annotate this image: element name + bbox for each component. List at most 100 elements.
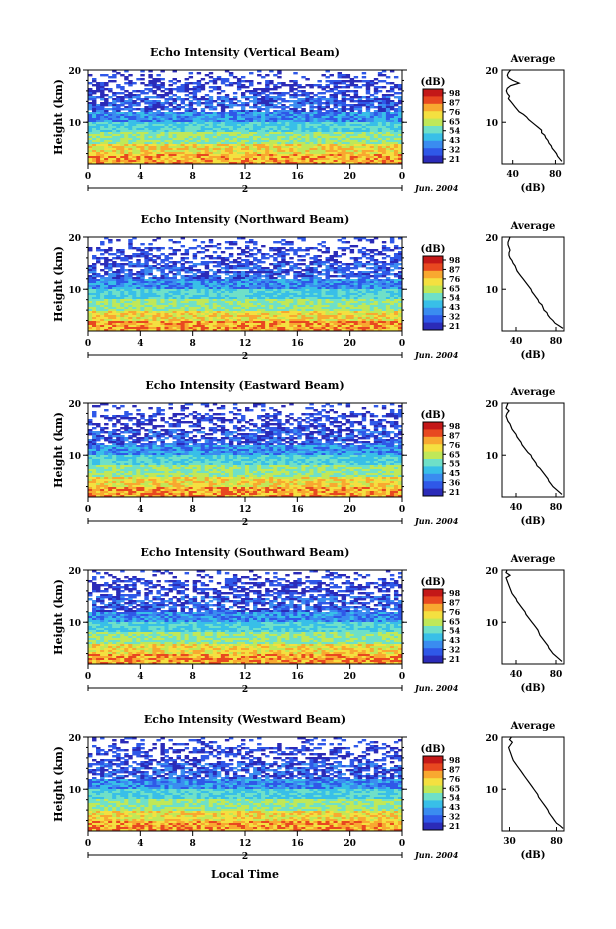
colorbar-tick-label: 87 [449,597,460,607]
profile-title: Average [510,221,556,232]
x-tick-label: 20 [343,172,356,182]
colorbar-tick-label: 76 [449,440,461,450]
colorbar-label: (dB) [421,577,446,588]
heatmap-cells [88,403,403,498]
profile-x-label: (dB) [521,350,546,361]
colorbar-tick-label: 21 [449,487,460,497]
x-tick-label: 0 [399,339,405,349]
x-tick-label: 16 [291,839,304,849]
profile-frame [501,236,565,332]
x-tick-label: 8 [190,672,196,682]
colorbar-swatch [423,422,443,430]
colorbar-swatch [423,459,443,467]
y-tick-label: 20 [68,567,81,577]
colorbar-swatch [423,155,443,164]
day-marker: 2 [242,185,248,195]
panel-3: Echo Intensity (Eastward Beam)2010Height… [52,379,565,528]
y-tick-label: 10 [68,286,81,296]
x-tick-label: 16 [291,172,304,182]
heatmap-cells [88,70,403,165]
x-tick-label: 20 [343,505,356,515]
colorbar-tick-label: 65 [449,783,460,793]
profile-line [505,569,563,662]
panel-1: Echo Intensity (Vertical Beam)2010Height… [52,46,565,195]
colorbar-tick-label: 54 [449,626,461,636]
colorbar-tick-label: 32 [449,145,460,155]
colorbar-frame [422,588,444,664]
colorbar-swatch [423,618,443,627]
colorbar-tick-label: 21 [449,654,460,664]
profile-frame [501,402,565,498]
colorbar-tick-label: 65 [449,449,460,459]
profile-y-tick-label: 20 [485,400,498,410]
profile-x-label: (dB) [521,683,546,694]
colorbar-swatch [423,488,443,497]
x-tick-label: 12 [239,505,252,515]
colorbar-tick-label: 32 [449,812,460,822]
x-tick-label: 16 [291,672,304,682]
colorbar-tick-label: 43 [449,302,461,312]
y-tick-label: 10 [68,786,81,796]
colorbar-swatch [423,96,443,105]
y-tick-label: 10 [68,119,81,129]
colorbar-swatch [423,756,443,764]
colorbar-swatch [423,655,443,664]
colorbar-tick-label: 65 [449,116,460,126]
heatmap-cells [88,737,403,832]
colorbar-frame [422,755,444,831]
day-marker: 2 [242,852,248,862]
profile-x-tick-label: 40 [510,670,523,680]
date-label: Jun. 2004 [413,350,459,360]
colorbar-tick-label: 87 [449,97,460,107]
colorbar-swatch [423,300,443,309]
colorbar-swatch [423,778,443,787]
colorbar-tick-label: 43 [449,135,461,145]
x-tick-label: 8 [190,339,196,349]
profile-x-label: (dB) [521,516,546,527]
panel-title: Echo Intensity (Westward Beam) [144,713,346,726]
colorbar-tick-label: 36 [449,478,461,488]
colorbar-swatch [423,111,443,120]
profile-line [507,236,564,329]
colorbar-swatch [423,103,443,112]
colorbar-frame [422,88,444,164]
panel-title: Echo Intensity (Southward Beam) [141,546,350,559]
colorbar-swatch [423,648,443,657]
colorbar-swatch [423,285,443,294]
x-axis-title: Local Time [211,868,279,881]
profile-y-tick-label: 10 [485,119,498,129]
colorbar-swatch [423,603,443,612]
y-axis-label: Height (km) [52,412,65,488]
colorbar-tick-label: 32 [449,645,460,655]
colorbar-tick-label: 43 [449,635,461,645]
colorbar-swatch [423,611,443,620]
colorbar-tick-label: 65 [449,283,460,293]
heatmap-cells [88,237,403,332]
x-tick-label: 12 [239,339,252,349]
profile-x-tick-label: 80 [550,337,563,347]
profile-line [505,69,563,162]
profile-title: Average [510,387,556,398]
profile-frame [501,736,565,832]
panel-title: Echo Intensity (Eastward Beam) [145,379,344,392]
x-tick-label: 4 [137,172,143,182]
colorbar-tick-label: 21 [449,321,460,331]
colorbar-tick-label: 76 [449,274,461,284]
colorbar-tick-label: 65 [449,616,460,626]
y-axis-label: Height (km) [52,579,65,655]
colorbar-swatch [423,293,443,301]
panel-2: Echo Intensity (Northward Beam)2010Heigh… [52,213,565,362]
colorbar-swatch [423,126,443,134]
y-axis-label: Height (km) [52,246,65,322]
colorbar-swatch [423,429,443,438]
x-tick-label: 4 [137,839,143,849]
profile-x-label: (dB) [521,183,546,194]
x-tick-label: 0 [85,339,91,349]
colorbar-label: (dB) [421,77,446,88]
colorbar-tick-label: 98 [449,88,461,98]
profile-y-tick-label: 20 [485,734,498,744]
colorbar-label: (dB) [421,744,446,755]
profile-line [507,736,564,829]
x-tick-label: 20 [343,339,356,349]
colorbar-tick-label: 87 [449,764,460,774]
